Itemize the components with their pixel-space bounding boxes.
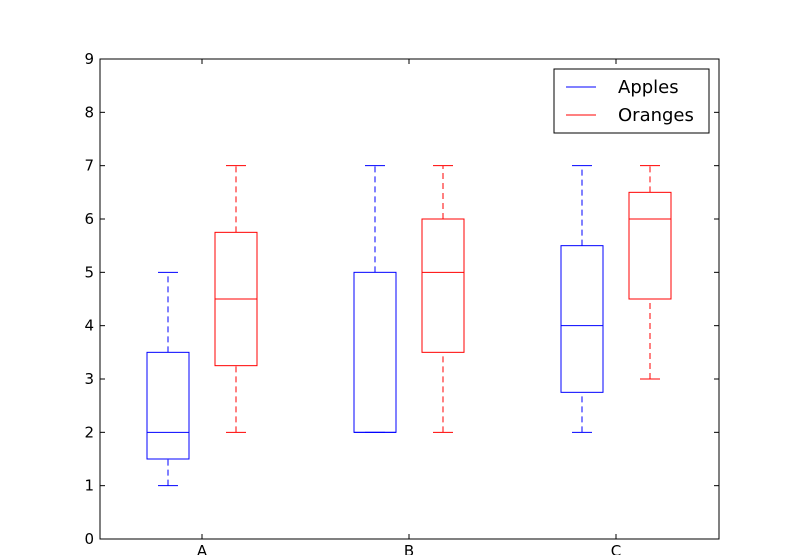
y-tick-label: 3: [84, 370, 94, 388]
box-oranges-c: [628, 165, 672, 380]
y-tick-label: 1: [84, 477, 94, 495]
y-tick-label: 2: [84, 423, 94, 441]
iqr-box: [353, 271, 397, 433]
box-apples-a: [146, 271, 190, 487]
y-tick-label: 6: [84, 210, 94, 228]
legend-label-apples: Apples: [618, 77, 679, 98]
box-oranges-a: [214, 165, 258, 433]
y-axis: 0 1 2 3 4 5 6 7 8 9: [84, 50, 719, 548]
box-apples-b: [353, 165, 397, 433]
y-tick-label: 8: [84, 103, 94, 121]
x-tick-label: B: [404, 542, 414, 555]
y-tick-label: 5: [84, 263, 94, 281]
iqr-box: [146, 351, 190, 460]
x-tick-label: C: [611, 542, 621, 555]
plot-marks: [146, 165, 672, 487]
iqr-box: [628, 191, 672, 300]
legend-frame: [553, 68, 710, 134]
y-tick-label: 7: [84, 157, 94, 175]
legend-label-oranges: Oranges: [618, 105, 694, 126]
iqr-box: [560, 245, 604, 393]
y-tick-label: 4: [84, 317, 94, 335]
iqr-box: [421, 218, 465, 353]
legend: Apples Oranges: [553, 68, 710, 134]
y-tick-label: 0: [84, 530, 94, 548]
box-apples-c: [560, 165, 604, 433]
x-tick-label: A: [197, 542, 208, 555]
y-tick-label: 9: [84, 50, 94, 68]
x-axis: A B C: [197, 59, 621, 555]
box-oranges-b: [421, 165, 465, 433]
